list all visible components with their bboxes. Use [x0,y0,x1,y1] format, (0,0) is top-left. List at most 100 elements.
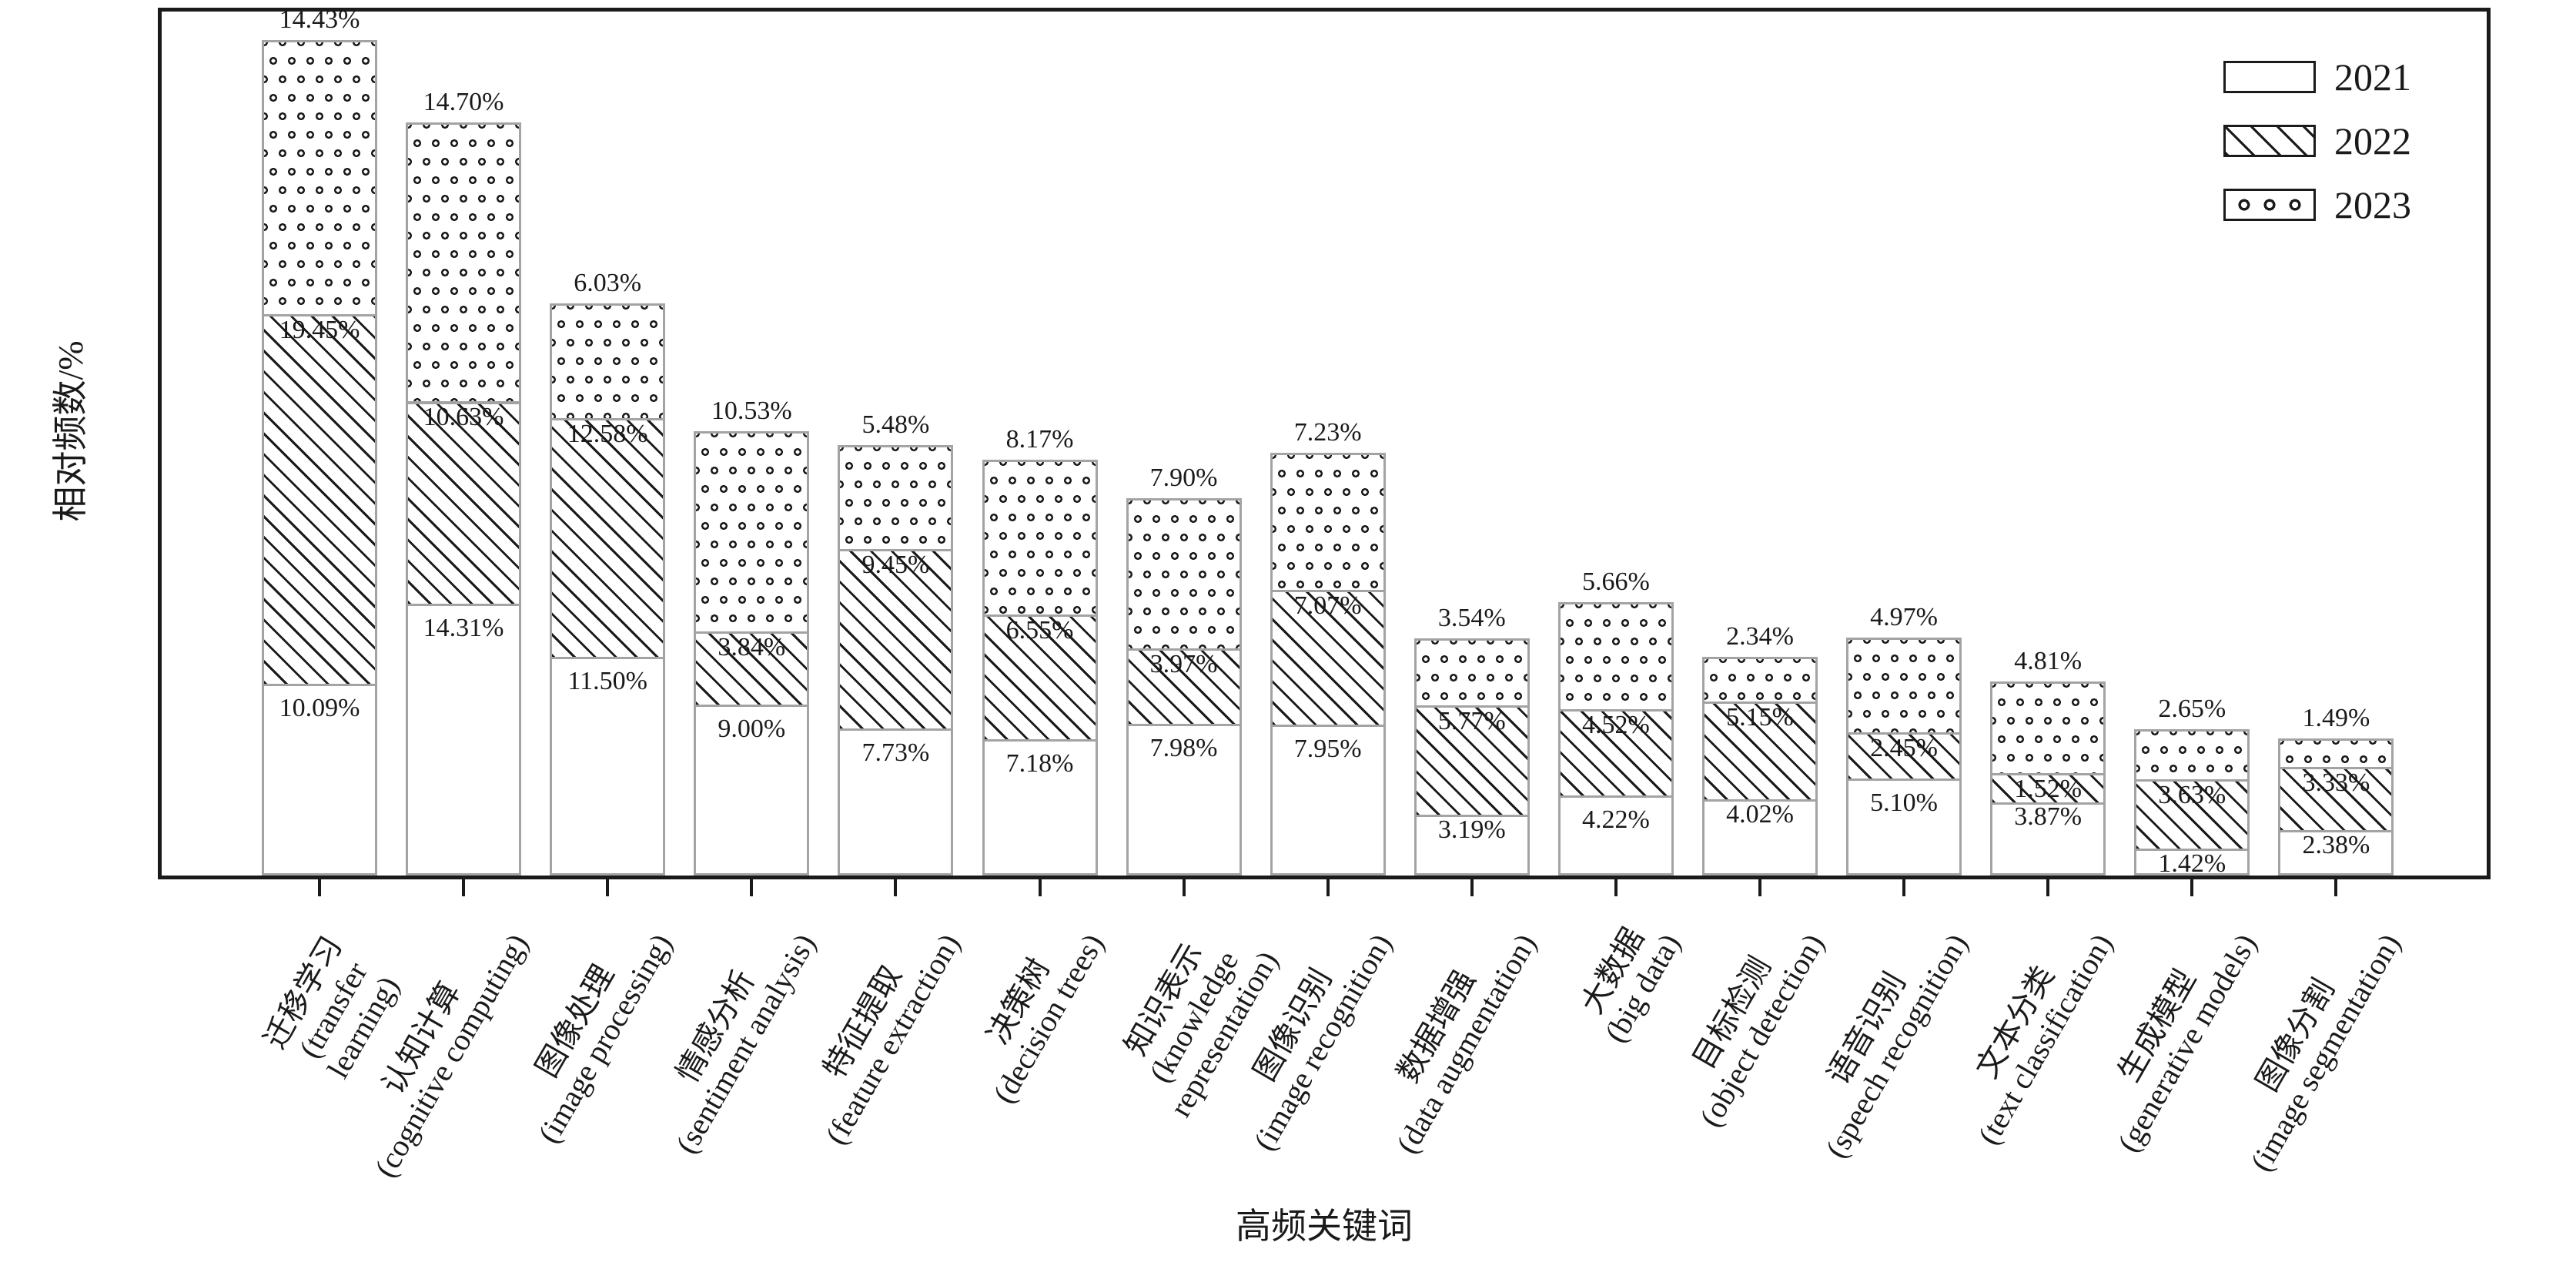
bar-segment-2023 [1270,452,1386,593]
legend-swatch-hatch-icon [2223,125,2316,157]
value-label: 5.15% [1726,702,1794,732]
bar-segment-2023 [262,39,377,316]
bar-segment-2021 [550,657,666,876]
value-label: 5.66% [1581,567,1650,596]
x-axis-title: 高频关键词 [1236,1207,1413,1246]
bar-segment-2023 [2278,738,2394,770]
bar-segment-2023 [1702,656,1818,704]
bar-segment-2021 [1413,815,1530,876]
value-label: 10.09% [279,693,360,722]
value-label: 4.02% [1726,799,1794,829]
bar-segment-2022 [550,417,666,660]
x-axis-tick [2046,879,2050,896]
bar-segment-2021 [1126,724,1242,876]
value-label: 1.42% [2158,849,2226,878]
value-label: 1.52% [2014,774,2083,803]
value-label: 3.63% [2158,781,2226,810]
value-label: 19.45% [279,315,360,344]
x-axis-tick [894,879,898,896]
x-axis-tick [606,879,610,896]
value-label: 6.55% [1005,616,1074,645]
legend-item-2021: 2021 [2223,55,2411,99]
value-label: 10.63% [423,403,504,432]
value-label: 7.07% [1293,591,1362,621]
bar-segment-2022 [2134,779,2250,851]
plot-content: 10.09% 19.45% 14.43% 迁移学习 (transfer learnin… [162,5,2487,1183]
bar-segment-2021 [1557,795,1674,876]
x-axis-category-label: 决策树 (decision trees) [980,927,1111,1109]
value-label: 10.53% [711,397,792,426]
bar-segment-2022 [1846,732,1962,782]
legend-swatch-plain-icon [2223,61,2316,93]
x-axis-tick [750,879,754,896]
bar-segment-2023 [1557,601,1674,712]
bar-segment-2022 [1126,648,1242,727]
bar-segment-2023 [2134,728,2250,782]
value-label: 5.48% [861,410,930,439]
value-label: 9.45% [861,550,930,579]
x-axis-tick [1758,879,1761,896]
value-label: 7.23% [1293,417,1362,447]
bar-segment-2023 [694,431,810,634]
x-axis-tick [1902,879,1906,896]
value-label: 4.52% [1581,711,1650,740]
bar-segment-2022 [2278,767,2394,833]
value-label: 3.97% [1149,650,1218,679]
value-label: 2.34% [1726,621,1794,651]
value-label: 3.87% [2014,802,2083,832]
legend-item-2022: 2022 [2223,122,2411,160]
value-label: 7.18% [1005,748,1074,778]
bar-segment-2022 [1557,709,1674,798]
legend-label: 2021 [2334,55,2411,99]
bar-segment-2021 [1702,799,1818,876]
x-axis-tick [2190,879,2194,896]
value-label: 5.77% [1437,706,1506,735]
bar-segment-2022 [1702,701,1818,802]
bar-segment-2021 [982,738,1098,876]
value-label: 2.45% [1870,733,1938,762]
x-axis-tick [2334,879,2338,896]
value-label: 14.31% [423,613,504,642]
bar-segment-2023 [406,122,522,404]
value-label: 11.50% [567,667,647,696]
value-label: 3.84% [718,633,786,662]
value-label: 4.97% [1870,603,1938,631]
value-label: 7.90% [1149,464,1218,493]
bar-segment-2022 [982,614,1098,742]
bar-segment-2023 [838,444,954,551]
value-label: 4.22% [1581,805,1650,834]
bar-segment-2021 [2278,830,2394,876]
bar-segment-2023 [1126,498,1242,651]
bar-segment-2023 [550,303,666,420]
y-axis-label: 相对频数/% [51,340,90,522]
bar-segment-2021 [2134,848,2250,876]
x-axis-tick [318,879,321,896]
legend-swatch-dots-icon [2223,189,2316,221]
x-axis-tick [1470,879,1474,896]
value-label: 5.10% [1870,789,1938,818]
x-axis-tick [1182,879,1186,896]
bar-segment-2022 [406,401,522,606]
value-label: 7.95% [1293,734,1362,763]
bar-segment-2023 [1990,681,2106,775]
value-label: 2.38% [2302,831,2370,860]
value-label: 2.65% [2158,694,2226,723]
bar-segment-2021 [694,704,810,876]
x-axis-tick [1614,879,1618,896]
value-label: 9.00% [718,714,786,743]
value-label: 6.03% [574,268,642,297]
value-label: 4.81% [2014,647,2083,676]
x-axis-tick [1038,879,1042,896]
bar-segment-2022 [1270,590,1386,727]
bar-segment-2022 [838,549,954,732]
value-label: 12.58% [567,419,648,448]
bar-segment-2023 [1846,638,1962,735]
legend: 2021 2022 2023 [2223,55,2411,253]
x-axis-tick [462,879,466,896]
value-label: 14.43% [279,5,360,34]
value-label: 7.73% [861,738,930,768]
bar-segment-2021 [838,728,954,876]
x-axis-tick [1326,879,1330,896]
legend-item-2023: 2023 [2223,186,2411,224]
